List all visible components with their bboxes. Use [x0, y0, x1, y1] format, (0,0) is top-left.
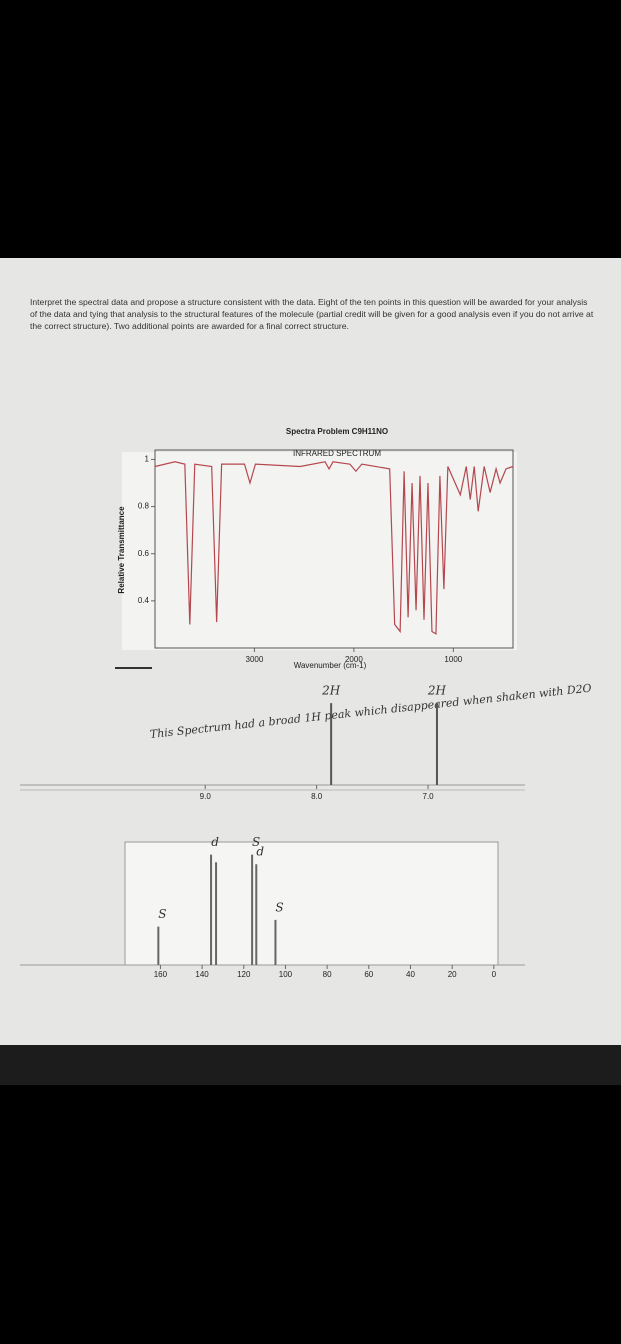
chart-title: Spectra Problem C9H11NO	[286, 427, 388, 436]
y-tick-label: 1	[145, 455, 150, 464]
x-tick-label: 8.0	[311, 792, 323, 801]
x-tick-label: 7.0	[423, 792, 435, 801]
x-tick-label: 9.0	[200, 792, 212, 801]
x-tick-label: 160	[154, 970, 168, 979]
x-tick-label: 80	[323, 970, 332, 979]
x-tick-label: 140	[195, 970, 209, 979]
y-tick-label: 0.8	[138, 502, 150, 511]
peak-label: 2H	[427, 684, 447, 698]
peak-label: S	[275, 900, 283, 914]
peak-label: 2H	[321, 684, 341, 698]
x-tick-label: 1000	[444, 655, 462, 664]
y-tick-label: 0.6	[138, 549, 150, 558]
plot-frame	[154, 449, 514, 649]
y-tick-label: 0.4	[138, 596, 150, 605]
x-tick-label: 40	[406, 970, 415, 979]
ir-panel	[122, 452, 517, 650]
peak-label: d	[256, 845, 264, 859]
x-tick-label: 2000	[345, 655, 363, 664]
peak-label: S	[252, 835, 260, 849]
x-tick-label: 3000	[246, 655, 264, 664]
x-tick-label: 120	[237, 970, 251, 979]
ir-trace	[154, 461, 514, 635]
x-axis-label: Wavenumber (cm-1)	[294, 661, 367, 670]
y-axis-label: Relative Transmittance	[117, 506, 126, 594]
bezel	[0, 1045, 621, 1085]
peak-label: d	[211, 835, 219, 849]
chart-subtitle: INFRARED SPECTRUM	[293, 449, 381, 458]
x-tick-label: 20	[448, 970, 457, 979]
c13-panel	[124, 841, 499, 966]
x-tick-label: 60	[364, 970, 373, 979]
x-tick-label: 100	[279, 970, 293, 979]
question-text: Interpret the spectral data and propose …	[30, 297, 594, 331]
peak-label: S	[158, 907, 166, 921]
x-tick-label: 0	[492, 970, 497, 979]
